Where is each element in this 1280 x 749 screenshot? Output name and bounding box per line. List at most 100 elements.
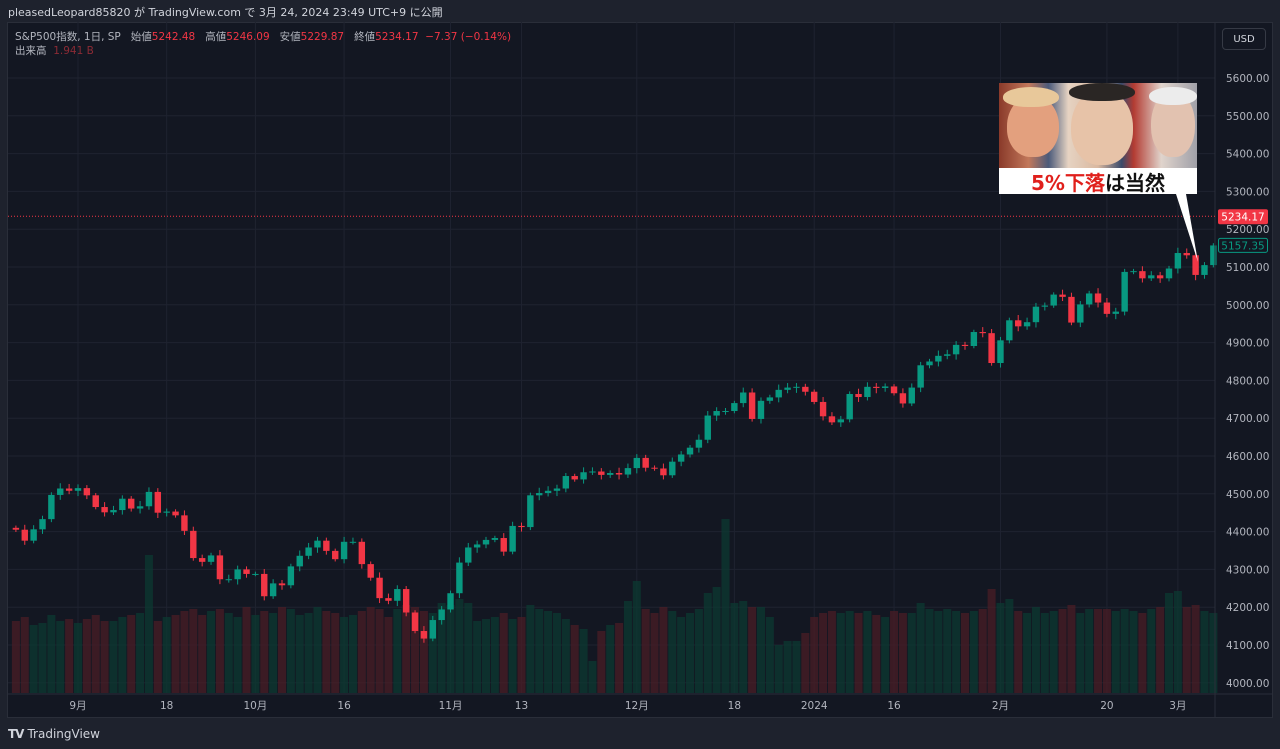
volume-bar — [375, 609, 384, 693]
tradingview-logo[interactable]: 𝗧𝗩 TradingView — [8, 727, 100, 741]
candle-body — [1183, 253, 1190, 256]
candle-body — [225, 579, 232, 581]
open-label: 始値 — [130, 31, 152, 43]
candle-body — [1041, 305, 1049, 307]
volume-bar — [836, 613, 845, 693]
candle-body — [145, 491, 153, 507]
volume-bar — [82, 619, 91, 693]
candle-body — [349, 541, 357, 543]
candle-body — [1156, 275, 1164, 279]
candle-body — [518, 525, 525, 528]
candle-body — [358, 541, 366, 565]
price-tick-label: 4300.00 — [1226, 564, 1269, 576]
volume-bar — [260, 611, 269, 693]
candle — [677, 451, 685, 467]
volume-bar — [623, 601, 632, 693]
candle-body — [456, 562, 463, 594]
candle-body — [677, 454, 685, 462]
candle-body — [997, 340, 1004, 364]
candle — [890, 384, 898, 396]
volume-bar — [304, 613, 313, 693]
volume-bar — [233, 617, 242, 693]
price-tick-label: 5500.00 — [1226, 111, 1269, 123]
volume-bar — [295, 615, 304, 693]
time-tick-label: 3月 — [1169, 700, 1186, 712]
candle — [633, 454, 640, 474]
candle-body — [65, 488, 73, 491]
currency-button[interactable]: USD — [1222, 28, 1266, 50]
candle — [402, 586, 410, 617]
candle — [1103, 297, 1111, 318]
candle-body — [837, 419, 845, 423]
candle — [181, 510, 188, 536]
candle — [314, 536, 321, 553]
candle-body — [509, 525, 516, 552]
candle-body — [1094, 293, 1102, 303]
volume-bar — [73, 623, 82, 693]
candle-body — [1112, 311, 1119, 314]
volume-bar — [224, 613, 233, 693]
price-tick-label: 4200.00 — [1226, 602, 1269, 614]
volume-bar — [952, 611, 961, 693]
candle — [944, 349, 951, 360]
symbol-name[interactable]: S&P500指数, 1日, SP — [15, 31, 121, 43]
candle — [740, 387, 747, 408]
volume-bar — [29, 625, 38, 693]
candle-body — [908, 387, 915, 404]
volume-bar — [348, 615, 357, 693]
last-price-label: 5234.17 — [1221, 211, 1264, 223]
candle-body — [376, 577, 383, 599]
volume-bar — [588, 661, 597, 693]
price-axis: 5600.00 5500.00 5400.00 5300.00 5200.00 5100.… — [1226, 73, 1269, 690]
candle — [190, 526, 197, 561]
candle-body — [482, 539, 490, 545]
volume-bar — [153, 621, 162, 693]
candle-body — [606, 473, 614, 475]
price-tick-label: 4100.00 — [1226, 640, 1269, 652]
candle — [1148, 271, 1155, 281]
candle-body — [465, 547, 472, 563]
volume-bar — [1129, 611, 1138, 693]
high-label: 高値 — [205, 31, 227, 43]
candle-body — [633, 457, 640, 469]
volume-bar — [38, 623, 47, 693]
candle — [695, 434, 703, 453]
volume-bar — [721, 519, 730, 693]
volume-bar — [641, 609, 650, 693]
candle — [722, 407, 729, 415]
candle-body — [136, 506, 144, 509]
candle-body — [1050, 294, 1057, 306]
candle — [935, 350, 942, 367]
open-value: 5242.48 — [151, 31, 196, 43]
candle-body — [198, 558, 206, 562]
candle-body — [269, 583, 277, 597]
volume-bar — [490, 617, 499, 693]
time-tick-label: 18 — [728, 700, 741, 712]
candle — [1174, 247, 1182, 274]
candle — [1032, 302, 1040, 328]
volume-bar — [1067, 605, 1076, 693]
tradingview-logo-icon: 𝗧𝗩 — [8, 727, 25, 741]
candle — [136, 500, 144, 514]
price-tick-label: 5100.00 — [1226, 262, 1269, 274]
candle-body — [899, 393, 907, 404]
candle — [216, 550, 224, 585]
volume-bar — [960, 613, 969, 693]
volume-bar — [56, 621, 65, 693]
volume-bar — [1014, 611, 1023, 693]
candle-body — [651, 467, 658, 469]
candle-body — [234, 569, 241, 580]
candle — [881, 383, 889, 392]
thumbnail-callout: 5%下落 は当然 — [999, 83, 1197, 195]
candle-body — [420, 631, 428, 639]
candle-body — [802, 386, 809, 392]
candle — [358, 538, 366, 569]
candle-body — [447, 593, 454, 610]
candle — [580, 467, 587, 484]
candle — [269, 579, 277, 599]
current-bar-badge — [1218, 237, 1268, 253]
candle-body — [793, 386, 800, 388]
hair-right — [1149, 87, 1197, 105]
candle-body — [970, 332, 978, 347]
